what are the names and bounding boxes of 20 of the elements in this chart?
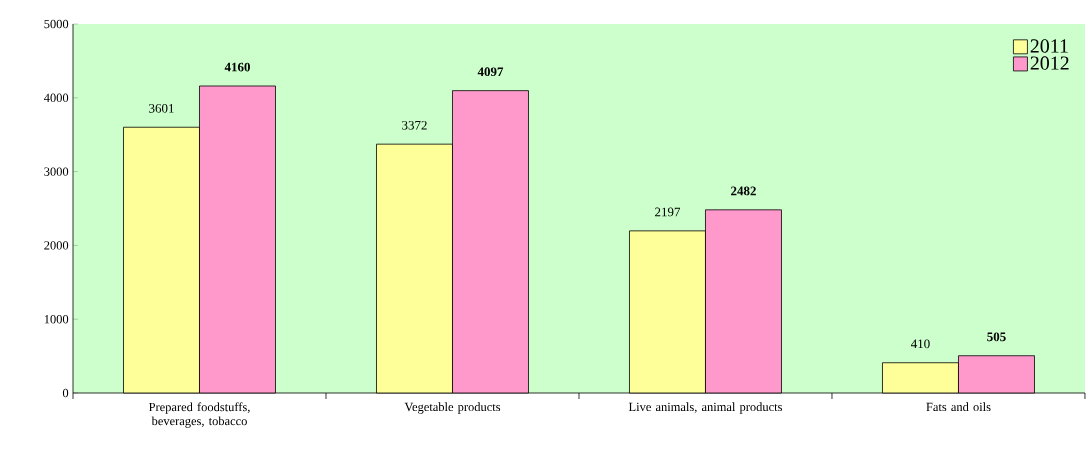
y-tick-label: 5000 — [44, 19, 69, 29]
data-label: 505 — [987, 332, 1006, 342]
y-tick-label: 3000 — [44, 167, 69, 176]
x-tick-label: Fats and oils — [926, 402, 991, 412]
data-label: 3372 — [402, 120, 427, 130]
x-tick-label: Vegetable products — [404, 402, 501, 414]
x-tick-label: Prepared foodstuffs, beverages, tobacco — [148, 402, 250, 428]
x-tick-label: Live animals, animal products — [628, 402, 782, 414]
y-tick-label: 0 — [62, 388, 69, 398]
data-label: 4160 — [224, 62, 250, 72]
data-label: 2197 — [655, 207, 681, 217]
legend-label: 2012 — [1030, 56, 1069, 70]
y-tick-label: 2000 — [44, 241, 69, 250]
y-tick-label: 4000 — [43, 93, 69, 103]
data-label: 3601 — [149, 103, 174, 113]
data-label: 2482 — [731, 186, 756, 196]
y-tick-label: 1000 — [44, 315, 69, 324]
data-label: 410 — [911, 339, 930, 349]
legend-label: 2011 — [1030, 39, 1068, 53]
data-label: 4097 — [477, 67, 504, 77]
